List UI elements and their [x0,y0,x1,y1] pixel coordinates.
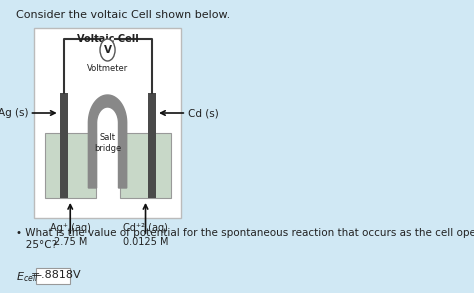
Text: Cd⁺² (aq): Cd⁺² (aq) [123,223,168,233]
Text: Voltmeter: Voltmeter [87,64,128,73]
Bar [60,93,68,198]
Text: Cd (s): Cd (s) [188,108,219,118]
Bar [120,133,171,198]
Text: Voltaic Cell: Voltaic Cell [77,34,139,44]
Text: Salt
bridge: Salt bridge [94,133,121,153]
Text: V: V [73,270,81,280]
Text: Consider the voltaic Cell shown below.: Consider the voltaic Cell shown below. [16,10,230,20]
Text: -.8818: -.8818 [38,270,74,280]
Bar [45,133,96,198]
Circle shape [100,39,115,61]
Text: V: V [103,45,111,55]
Text: $E_{cell}$: $E_{cell}$ [16,270,38,284]
Text: Ag (s): Ag (s) [0,108,28,118]
Text: =: = [31,270,40,280]
Text: 0.0125 M: 0.0125 M [123,237,168,247]
Text: Ag⁺ (aq): Ag⁺ (aq) [50,223,91,233]
Text: 2.75 M: 2.75 M [54,237,87,247]
Bar [34,28,182,218]
Polygon shape [88,95,127,188]
Text: • What is the value of potential for the spontaneous reaction that occurs as the: • What is the value of potential for the… [16,228,474,250]
Bar [148,93,156,198]
FancyBboxPatch shape [36,268,70,284]
